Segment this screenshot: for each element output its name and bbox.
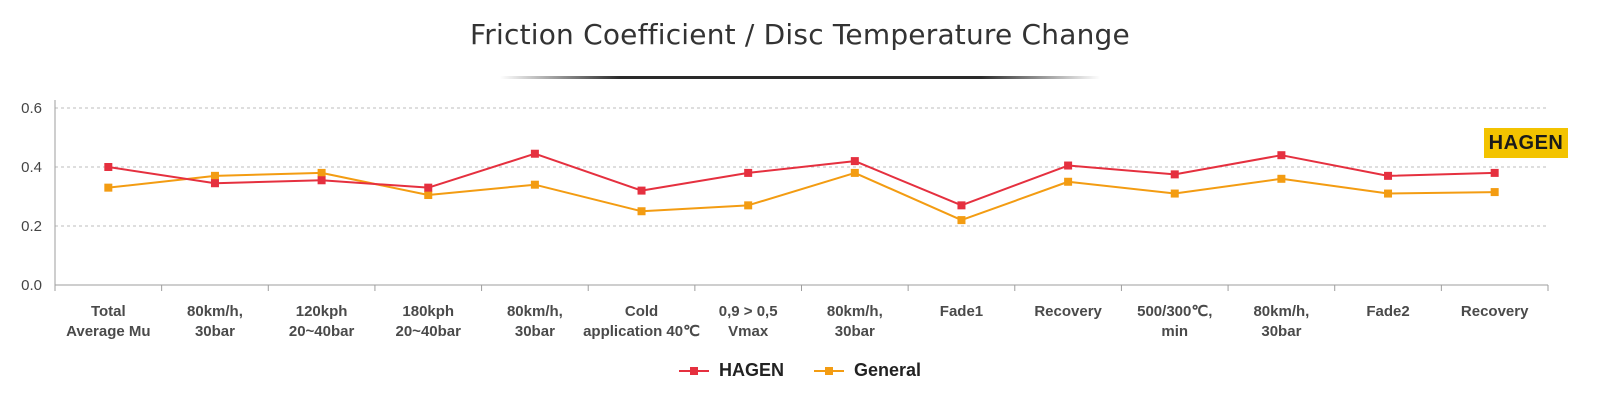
- data-point-general-3: [424, 191, 433, 200]
- data-point-hagen-13: [1490, 168, 1499, 177]
- legend-swatch-hagen: [678, 366, 709, 376]
- data-point-general-5: [637, 207, 646, 216]
- data-point-hagen-9: [1064, 161, 1073, 170]
- chart-title-wrap: Friction Coefficient / Disc Temperature …: [0, 18, 1600, 51]
- data-point-hagen-5: [637, 186, 646, 195]
- data-point-hagen-12: [1384, 171, 1393, 180]
- legend-label-hagen: HAGEN: [718, 360, 784, 380]
- data-point-hagen-10: [1170, 170, 1179, 179]
- data-point-hagen-0: [104, 163, 113, 171]
- legend-item-hagen: HAGEN: [678, 360, 784, 381]
- y-tick-label-2: 0.4: [21, 159, 42, 176]
- x-tick-label-3: 180kph 20~40bar: [396, 303, 462, 340]
- data-point-hagen-7: [850, 157, 859, 166]
- legend-label-general: General: [853, 360, 922, 380]
- x-tick-label-0: Total Average Mu: [66, 303, 150, 340]
- title-underline: [500, 76, 1100, 79]
- data-point-general-12: [1384, 189, 1393, 198]
- x-tick-label-10: 500/300℃, min: [1137, 303, 1212, 340]
- x-tick-label-8: Fade1: [940, 303, 983, 320]
- x-tick-label-12: Fade2: [1366, 303, 1409, 320]
- data-point-general-6: [744, 201, 753, 210]
- data-point-general-0: [104, 183, 113, 192]
- chart-title: Friction Coefficient / Disc Temperature …: [470, 18, 1130, 51]
- x-tick-label-11: 80km/h, 30bar: [1253, 303, 1309, 340]
- data-point-hagen-4: [530, 149, 539, 158]
- y-tick-label-0: 0.0: [21, 277, 42, 294]
- data-point-general-1: [210, 171, 219, 180]
- data-point-general-4: [530, 180, 539, 189]
- data-point-hagen-3: [424, 183, 433, 192]
- data-point-general-2: [317, 168, 326, 177]
- data-point-hagen-8: [957, 201, 966, 210]
- x-tick-label-1: 80km/h, 30bar: [187, 303, 243, 340]
- x-tick-label-5: Cold application 40℃: [583, 303, 700, 340]
- y-tick-label-3: 0.6: [21, 100, 42, 117]
- data-point-general-13: [1490, 188, 1499, 197]
- series-line-hagen: [108, 152, 1495, 207]
- brand-badge: HAGEN: [1484, 128, 1568, 158]
- data-point-hagen-1: [210, 179, 219, 188]
- series-line-general: [108, 171, 1495, 222]
- y-tick-label-1: 0.2: [21, 218, 42, 235]
- legend-swatch-general: [813, 366, 844, 376]
- legend-item-general: General: [813, 360, 922, 381]
- data-point-general-10: [1170, 189, 1179, 198]
- data-point-general-9: [1064, 177, 1073, 186]
- data-point-general-8: [957, 216, 966, 225]
- data-point-general-7: [850, 168, 859, 177]
- data-point-hagen-11: [1277, 151, 1286, 160]
- x-tick-label-2: 120kph 20~40bar: [289, 303, 355, 340]
- data-point-hagen-2: [317, 176, 326, 185]
- x-tick-label-6: 0,9 > 0,5 Vmax: [719, 303, 778, 340]
- x-tick-label-7: 80km/h, 30bar: [827, 303, 883, 340]
- data-point-hagen-6: [744, 168, 753, 177]
- x-tick-label-13: Recovery: [1461, 303, 1529, 320]
- data-point-general-11: [1277, 174, 1286, 183]
- x-tick-label-4: 80km/h, 30bar: [507, 303, 563, 340]
- x-tick-label-9: Recovery: [1034, 303, 1102, 320]
- chart-legend: HAGEN General: [0, 360, 1600, 381]
